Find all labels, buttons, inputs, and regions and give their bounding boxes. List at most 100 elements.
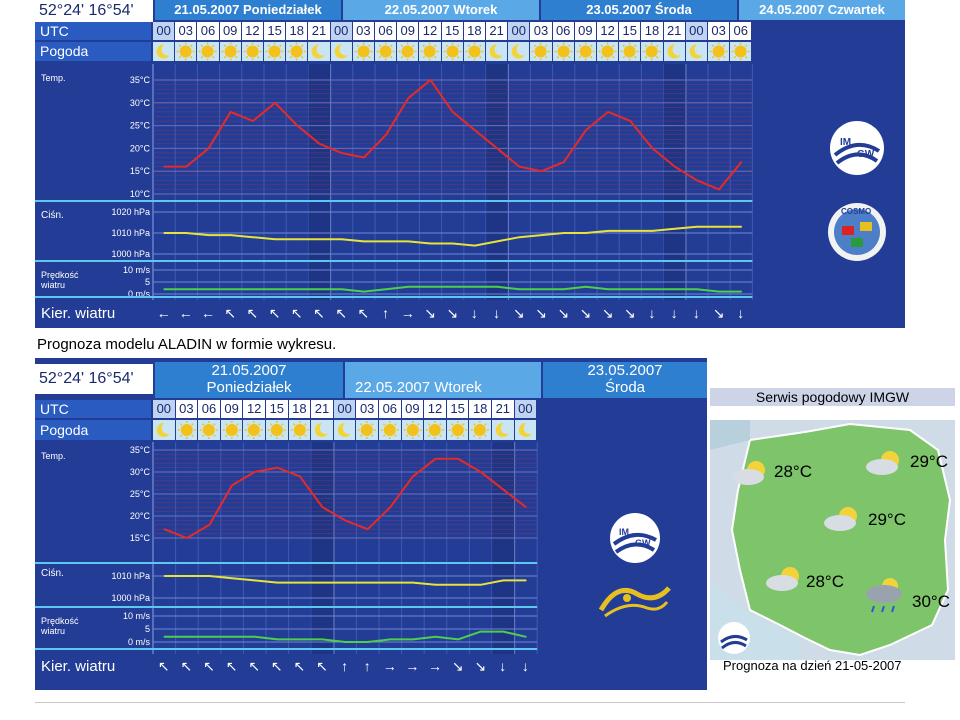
sun-icon [243,420,265,440]
sun-icon [641,42,663,61]
panel-separator [35,200,753,202]
hour-cell: 21 [486,22,508,40]
sun-icon [469,420,491,440]
wind-speed-line-point [696,288,698,290]
sun-icon [356,420,378,440]
panel-separator [35,562,538,564]
temperature-line-point [344,519,346,522]
wind-arrow-icon: ↓ [470,305,478,321]
pressure-line-point [363,240,365,243]
pressure-line-point [540,234,543,236]
hour-cell: 21 [311,400,333,418]
wind-arrow-icon: ↘ [557,305,570,321]
temperature-line-point [718,188,720,191]
moon-icon [153,42,175,61]
forecast-date-caption: Prognoza na dzień 21-05-2007 [723,658,902,673]
sun-icon [266,420,288,440]
hour-cell: 09 [397,22,419,40]
moon-icon [333,420,356,440]
utc-label: UTC [35,400,151,418]
hour-cell: 15 [266,400,288,418]
sun-icon [175,420,198,440]
hour-cell: 03 [356,400,378,418]
wind-arrow-icon: ↖ [316,658,328,674]
coordinates-label: 52°24' 16°54' [35,364,153,394]
hour-cell: 06 [730,22,752,40]
imgw-logo: IM GW [827,117,887,179]
wind-speed-line-point [629,288,632,290]
sun-icon [597,42,619,61]
temperature-line-point [407,97,410,100]
moon-icon [330,42,352,61]
axis-tick-label: 20°C [130,511,151,521]
temperature-line-point [186,537,188,539]
wind-arrow-icon: ↖ [180,658,193,674]
sun-icon [552,42,574,61]
panel-separator [35,296,753,298]
moon-icon [308,42,330,61]
sun-icon [288,420,311,440]
temperature-line-point [518,165,521,168]
temp-panel-label: Temp. [41,73,66,83]
axis-tick-label: 0 m/s [128,637,151,647]
wind-speed-line-point [296,288,299,290]
wind-arrow-icon: ↑ [382,305,390,321]
wind-speed-line [164,630,527,643]
sun-icon [446,420,469,440]
wind-arrow-icon: ↘ [601,305,614,321]
wind-arrow-icon: ↘ [451,658,464,674]
wind-arrow-icon: ← [178,305,193,321]
wind-speed-line-point [434,636,437,638]
pressure-line-point [252,236,254,238]
wind-arrow-icon: ↓ [648,305,656,321]
hour-cell: 03 [352,22,374,40]
axis-tick-label: 5 [145,624,150,634]
temperature-line-point [451,111,454,113]
axis-tick-label: 25°C [130,489,151,499]
temperature-line-point [321,506,324,508]
wind-speed-line-point [274,288,276,290]
temperature-line-point [562,161,565,163]
axis-tick-label: 1010 hPa [111,571,150,581]
hour-cell: 09 [574,22,596,40]
wind-panel-label: Prędkość wiatru [41,270,79,290]
imgw-title: Serwis pogodowy IMGW [710,388,955,406]
rain-cloud-icon [862,576,910,616]
pressure-line [164,575,526,586]
hour-cell: 18 [288,400,311,418]
hour-cell: 00 [508,22,530,40]
wind-arrow-icon: ↖ [293,658,306,674]
hour-cell: 06 [379,400,401,418]
wind-arrow-icon: ↖ [268,305,281,321]
pressure-line-point [718,225,720,228]
wind-arrow-icon: ↓ [737,305,745,321]
hour-cell: 15 [264,22,286,40]
sun-icon [379,420,401,440]
sun-icon [463,42,485,61]
day-header-21-05: 21.05.2007 Poniedziałek [155,362,343,398]
wind-direction-label: Kier. wiatru [41,658,116,675]
wind-arrow-icon: ↖ [290,305,303,321]
wind-speed-line-point [299,638,301,641]
wind-speed-line-point [451,286,454,288]
temperature-line-point [274,102,276,104]
temperature-line-point [673,165,676,168]
axis-tick-label: 15°C [130,166,151,176]
wind-arrow-icon: ↘ [579,305,592,321]
axis-tick-label: 1020 hPa [111,207,150,217]
wind-arrow-icon: ↖ [248,658,261,674]
temperature-line-point [434,458,437,460]
wind-speed-line-point [318,288,321,290]
temperature-line-point [340,152,343,154]
moon-icon [663,42,685,61]
night-band [486,64,509,300]
meteogram-1: 52°24' 16°54' 21.05.2007 Poniedziałek 22… [35,0,905,328]
wind-arrow-icon: → [405,658,420,674]
sun-icon [730,42,752,61]
sun-icon [220,420,243,440]
wind-arrow-icon: ↘ [446,305,459,321]
pressure-line-point [299,581,301,584]
wind-speed-line-point [518,288,521,290]
axis-tick-label: 15°C [130,533,151,543]
wind-speed-line-point [163,636,166,638]
